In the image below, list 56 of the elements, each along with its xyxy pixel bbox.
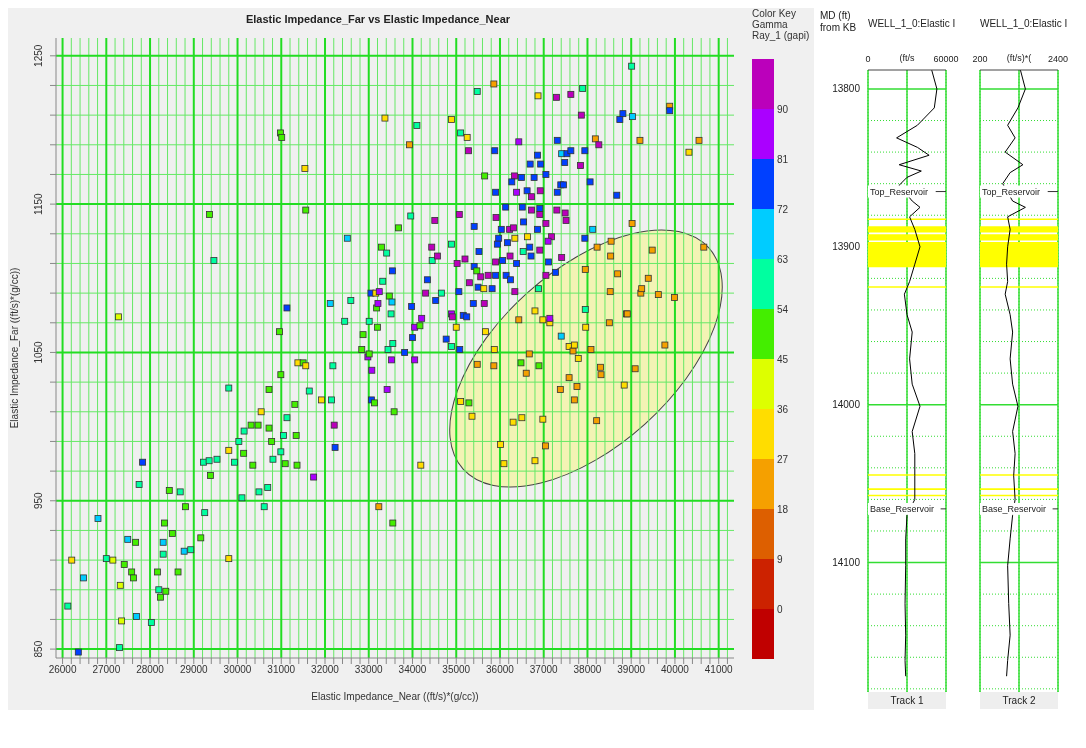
x-tick-label: 28000 (136, 664, 165, 676)
y-tick-label: 14100 (832, 557, 861, 569)
color-bar-label: 45 (777, 354, 789, 365)
color-bar-label: 0 (777, 604, 783, 615)
chart-subtitle: (ft/s (899, 53, 915, 63)
color-bar-label: 54 (777, 304, 789, 315)
y-tick-label: 1250 (33, 44, 44, 67)
y-axis-title: MD (ft) from KB (820, 10, 858, 34)
y-tick-label: 13800 (832, 83, 861, 95)
y-tick-label: 14000 (832, 399, 861, 411)
x-tick-label: 33000 (354, 664, 384, 676)
color-bar-label: 72 (777, 204, 789, 215)
x-tick-label: 41000 (704, 664, 734, 676)
color-bar-label: 90 (777, 104, 789, 115)
chart-title: WELL_1_0:Elastic I (980, 18, 1068, 29)
y-tick-label: 1150 (33, 192, 44, 215)
chart-title: Elastic Impedance_Far vs Elastic Impedance_Near (244, 12, 512, 27)
x-axis-title: Track 2 (980, 692, 1058, 709)
x-tick-label: 29000 (179, 664, 209, 676)
y-tick-label: 1050 (33, 340, 44, 364)
ref-line-label: Base_Reservoir (870, 503, 935, 514)
x-tick-label: 32000 (311, 664, 340, 676)
x-axis-title: Track 1 (868, 692, 946, 709)
legend-title: Color Key (752, 8, 797, 19)
chart-subtitle: (ft/s)*( (1006, 53, 1032, 63)
y-tick-label: 850 (33, 640, 44, 658)
x-tick-label: 2400 (1047, 54, 1069, 64)
x-tick-label: 31000 (267, 664, 296, 676)
color-bar-label: 18 (777, 504, 789, 515)
x-tick-label: 60000 (933, 54, 959, 64)
x-tick-label: 37000 (529, 664, 559, 676)
x-tick-label: 30000 (223, 664, 252, 676)
color-bar-label: 27 (777, 454, 789, 465)
x-tick-label: 200 (972, 54, 988, 64)
color-bar-label: 63 (777, 254, 789, 265)
color-bar-title: Gamma Ray_1 (gapi) (752, 19, 810, 41)
chart-title: WELL_1_0:Elastic I (868, 18, 956, 29)
x-tick-label: 27000 (92, 664, 121, 676)
y-tick-label: 13900 (832, 241, 861, 253)
x-tick-label: 26000 (48, 664, 77, 676)
x-tick-label: 36000 (486, 664, 515, 676)
x-tick-label: 34000 (398, 664, 427, 676)
x-tick-label: 0 (865, 54, 871, 64)
color-bar-label: 9 (777, 554, 783, 565)
y-axis-title: Elastic Impedance_Far ((ft/s)*(g/cc)) (8, 267, 20, 429)
x-tick-label: 39000 (617, 664, 646, 676)
ref-line-label: Top_Reservoir (982, 186, 1041, 197)
ref-line-label: Top_Reservoir (870, 186, 929, 197)
color-bar-label: 36 (777, 404, 789, 415)
ref-line-label: Base_Reservoir (982, 503, 1047, 514)
x-tick-label: 40000 (661, 664, 690, 676)
x-tick-label: 35000 (442, 664, 471, 676)
color-bar-label: 81 (777, 154, 789, 165)
x-tick-label: 38000 (573, 664, 602, 676)
y-tick-label: 950 (33, 492, 44, 510)
x-axis-title: Elastic Impedance_Near ((ft/s)*(g/cc)) (311, 691, 479, 702)
